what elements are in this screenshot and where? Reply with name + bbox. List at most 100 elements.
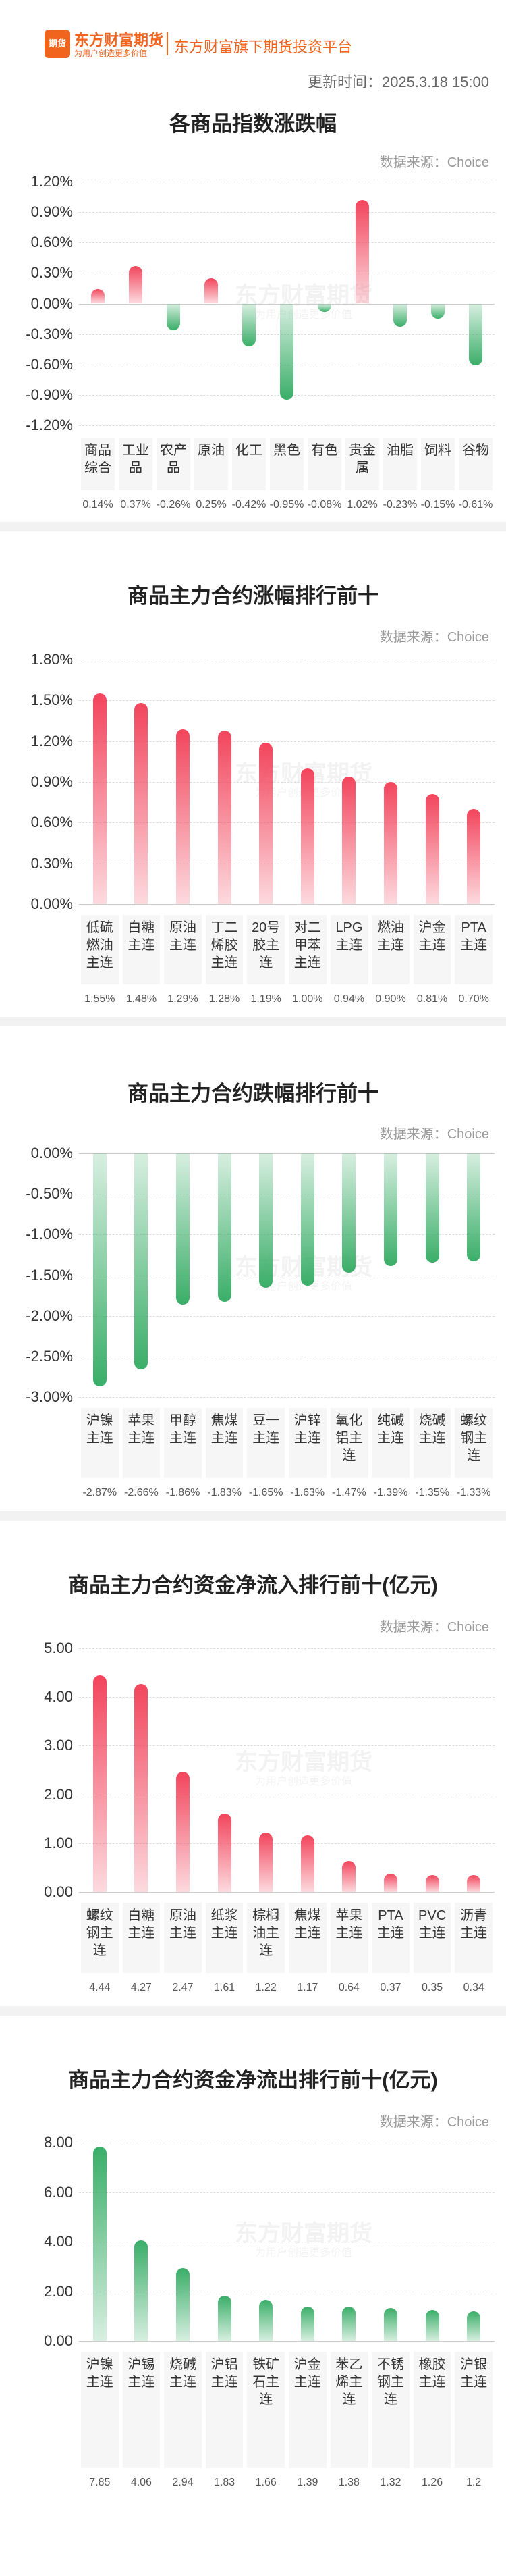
bar xyxy=(259,1153,273,1288)
bar xyxy=(176,1771,190,1892)
category-label: 农产品 xyxy=(157,438,190,490)
category-label: 铁矿石主连 xyxy=(247,2352,285,2468)
category-label: 谷物 xyxy=(459,438,493,490)
value-label: 1.61 xyxy=(214,1982,235,1993)
grid-line xyxy=(79,425,495,426)
grid-line xyxy=(79,1315,495,1317)
category-label: 苹果主连 xyxy=(330,1903,368,1973)
value-label: 1.66 xyxy=(255,2477,277,2488)
section-separator xyxy=(0,2006,506,2016)
value-label: -1.65% xyxy=(248,1487,283,1498)
axis-line xyxy=(79,1153,495,1154)
bar xyxy=(134,1153,148,1370)
y-tick-label: 0.30% xyxy=(30,854,73,872)
bar xyxy=(167,303,180,330)
category-label: 丁二烯胶主连 xyxy=(205,915,244,984)
value-label: -0.26% xyxy=(156,499,191,510)
value-label: 1.83 xyxy=(214,2477,235,2488)
bar xyxy=(134,703,148,904)
bar xyxy=(467,1875,481,1892)
y-tick-label: -2.00% xyxy=(26,1307,73,1324)
value-label: 0.14% xyxy=(82,499,113,510)
y-tick-label: 0.60% xyxy=(30,814,73,831)
category-label: 原油 xyxy=(194,438,228,490)
y-tick-label: 4.00 xyxy=(44,1688,73,1706)
value-label: 2.94 xyxy=(172,2477,194,2488)
watermark-slogan: 为用户创造更多价值 xyxy=(254,1775,352,1787)
watermark-slogan: 为用户创造更多价值 xyxy=(254,1280,352,1292)
axis-line xyxy=(79,2341,495,2342)
category-label: 有色 xyxy=(308,438,341,490)
bar xyxy=(259,742,273,904)
category-label: LPG主连 xyxy=(330,915,368,984)
value-label: 7.85 xyxy=(89,2477,111,2488)
y-tick-label: -2.50% xyxy=(26,1347,73,1365)
bar xyxy=(217,1153,231,1303)
data-source: 数据来源：Choice xyxy=(379,630,489,645)
y-tick-label: 0.90% xyxy=(30,773,73,790)
data-source: 数据来源：Choice xyxy=(379,1620,489,1635)
category-label: 焦煤主连 xyxy=(205,1408,244,1478)
bar xyxy=(217,2295,231,2341)
y-tick-label: 1.20% xyxy=(30,732,73,750)
section-separator xyxy=(0,522,506,531)
bar xyxy=(393,303,407,327)
value-label: -0.42% xyxy=(231,499,266,510)
value-label: -0.23% xyxy=(383,499,418,510)
grid-line xyxy=(79,700,495,702)
value-label: 0.34 xyxy=(463,1982,484,1993)
value-label: 4.27 xyxy=(130,1982,152,1993)
bar xyxy=(425,1153,439,1263)
value-label: 1.29% xyxy=(167,993,198,1005)
logo-name: 东方财富期货 xyxy=(74,32,164,49)
y-tick-label: 4.00 xyxy=(44,2233,73,2250)
category-label: 沪镍主连 xyxy=(81,2352,119,2468)
bar xyxy=(300,768,314,904)
value-label: -1.39% xyxy=(373,1487,408,1498)
bar xyxy=(259,2299,273,2341)
value-label: 1.26 xyxy=(422,2477,443,2488)
category-label: 棕榈油主连 xyxy=(247,1903,285,1973)
value-label: 0.25% xyxy=(196,499,227,510)
y-tick-label: 0.30% xyxy=(30,264,73,282)
value-label: 0.37% xyxy=(120,499,151,510)
axis-line xyxy=(79,1892,495,1893)
y-tick-label: 8.00 xyxy=(44,2134,73,2151)
bar xyxy=(425,794,439,904)
bar xyxy=(342,1153,356,1273)
category-label: PTA主连 xyxy=(455,915,493,984)
category-label: 沪银主连 xyxy=(455,2352,493,2468)
chart-title: 商品主力合约跌幅排行前十 xyxy=(128,1082,378,1105)
bar xyxy=(91,289,105,304)
grid-line xyxy=(79,1843,495,1844)
value-label: 1.48% xyxy=(125,993,157,1005)
bar xyxy=(176,729,190,904)
bar xyxy=(342,776,356,904)
category-label: 烧碱主连 xyxy=(164,2352,202,2468)
y-tick-label: 1.20% xyxy=(30,173,73,190)
value-label: 1.32 xyxy=(380,2477,401,2488)
grid-line xyxy=(79,2192,495,2193)
value-label: -0.08% xyxy=(307,499,342,510)
category-label: 螺纹钢主连 xyxy=(455,1408,493,1478)
value-label: 1.39 xyxy=(297,2477,318,2488)
y-tick-label: 0.00% xyxy=(30,294,73,312)
category-label: 低硫燃油主连 xyxy=(81,915,119,984)
category-label: 不锈钢主连 xyxy=(372,2352,410,2468)
value-label: 0.70% xyxy=(458,993,489,1005)
y-tick-label: 2.00 xyxy=(44,2282,73,2300)
y-tick-label: -1.00% xyxy=(26,1226,73,1243)
value-label: -1.47% xyxy=(332,1487,366,1498)
category-label: 原油主连 xyxy=(164,915,202,984)
category-label: 贵金属 xyxy=(345,438,379,490)
grid-line xyxy=(79,741,495,742)
category-label: 沪锡主连 xyxy=(122,2352,161,2468)
y-tick-label: -1.20% xyxy=(26,417,73,433)
bar xyxy=(384,1153,397,1267)
category-label: 沪锌主连 xyxy=(289,1408,327,1478)
value-label: 2.47 xyxy=(172,1982,194,1993)
bar xyxy=(92,1675,107,1892)
bar xyxy=(176,2267,190,2341)
grid-line xyxy=(79,822,495,824)
bar xyxy=(469,303,482,366)
